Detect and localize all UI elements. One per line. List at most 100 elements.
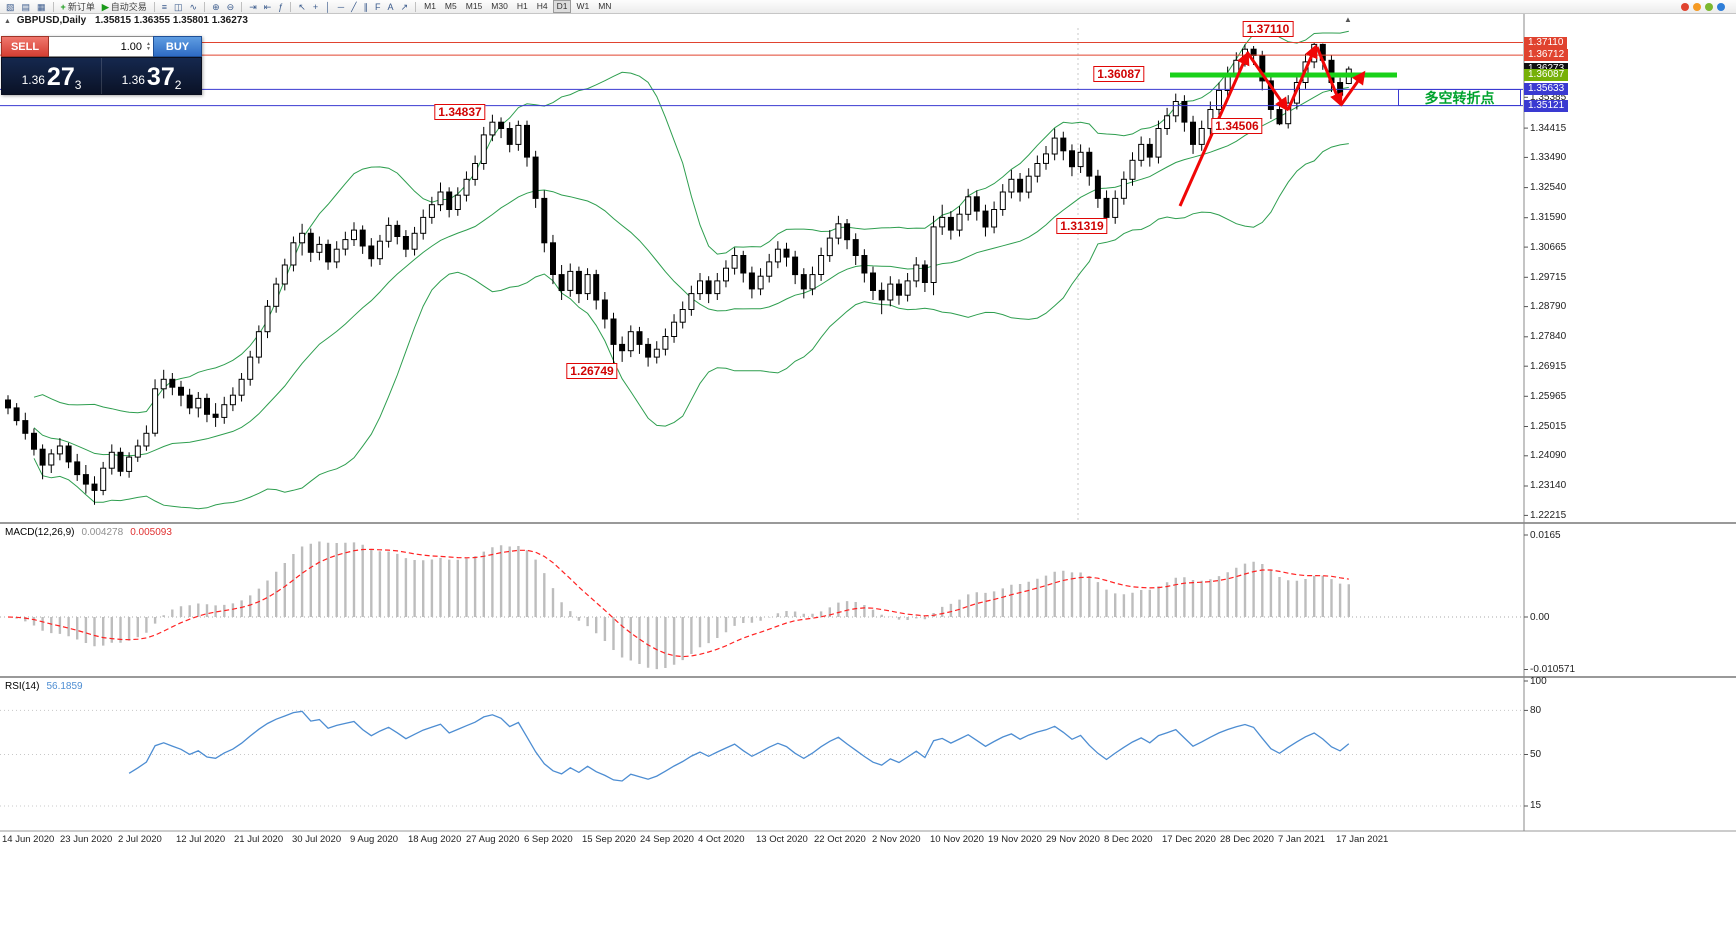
fibonacci-icon: F (375, 1, 381, 12)
chart-shift-button[interactable]: ⇤ (261, 1, 275, 13)
turning-point-annotation: 多空转折点 (1398, 89, 1521, 106)
cursor-button[interactable]: ↖ (295, 1, 309, 13)
trendline-icon: ╱ (351, 1, 357, 12)
line-chart-button[interactable]: ∿ (187, 1, 201, 13)
profiles-button[interactable]: ▤ (19, 1, 34, 13)
new-chart-button[interactable]: ▧ (3, 1, 18, 13)
sell-label: SELL (10, 40, 40, 53)
fibonacci-button[interactable]: F (372, 1, 384, 13)
candlestick-chart-icon: ◫ (174, 1, 183, 12)
toolbar-separator (290, 1, 292, 12)
autotrading-label: 自动交易 (110, 2, 147, 12)
ask-pipette: 2 (174, 78, 182, 92)
timeframe-m15-button[interactable]: M15 (465, 1, 483, 11)
ohlc-quote: 1.35815 1.36355 1.35801 1.36273 (94, 15, 248, 26)
autotrading-button[interactable]: ▶ 自动交易 (99, 1, 150, 13)
scroll-end-marker[interactable]: ▲ (1344, 15, 1352, 24)
profiles-icon: ▤ (21, 1, 31, 12)
macd-main-value: 0.004278 (81, 527, 124, 538)
status-dot-orange (1693, 2, 1701, 11)
turning-point-text: 多空转折点 (1424, 89, 1495, 106)
crosshair-icon: + (312, 1, 319, 12)
toolbar: ▧ ▤ ▦ + 新订单 ▶ 自动交易 ≡ ◫ ∿ ⊕ ⊖ ⇥ ⇤ ƒ ↖ + │ ─ ╱ ∥ F A ↗ M1 M5 M15 M30 H… (0, 0, 1736, 14)
timeframe-d1-button[interactable]: D1 (552, 0, 572, 13)
ask-prefix: 1.36 (121, 73, 145, 87)
equidistant-channel-button[interactable]: ∥ (361, 1, 372, 13)
bar-chart-button[interactable]: ≡ (159, 1, 170, 13)
timeframe-mn-button[interactable]: MN (598, 1, 612, 11)
toolbar-separator (52, 1, 54, 12)
window-tile-button[interactable]: ▦ (34, 1, 49, 13)
crosshair-button[interactable]: + (310, 1, 321, 13)
indicators-button[interactable]: ƒ (275, 1, 286, 13)
rsi-value: 56.1859 (46, 681, 83, 692)
candlestick-chart-button[interactable]: ◫ (171, 1, 186, 13)
bar-chart-icon: ≡ (161, 1, 168, 12)
horizontal-line-icon: ─ (337, 1, 345, 12)
toolbar-separator (415, 1, 417, 12)
rsi-indicator-label: RSI(14) 56.1859 (5, 681, 83, 692)
macd-signal-value: 0.005093 (130, 527, 172, 538)
status-dot-green (1705, 2, 1713, 11)
volume-spinner[interactable]: ▲ ▼ (146, 40, 151, 52)
auto-scroll-icon: ⇥ (249, 1, 257, 12)
new-order-button[interactable]: + 新订单 (58, 1, 98, 13)
timeframe-m30-button[interactable]: M30 (491, 1, 508, 11)
bid-pipette: 3 (74, 78, 82, 92)
autotrading-icon: ▶ (101, 1, 109, 12)
volume-input[interactable]: 1.00 ▲ ▼ (49, 36, 153, 57)
ask-big-digits: 37 (146, 63, 175, 91)
text-icon: A (387, 1, 394, 12)
zoom-out-button[interactable]: ⊖ (224, 1, 238, 13)
bid-big-digits: 27 (46, 63, 75, 91)
buy-label: BUY (165, 40, 190, 53)
one-click-trading-panel: SELL 1.00 ▲ ▼ BUY 1.36 27 3 1.36 37 2 (1, 36, 202, 95)
bid-ask-display: 1.36 27 3 1.36 37 2 (1, 57, 202, 95)
order-row: SELL 1.00 ▲ ▼ BUY (1, 36, 202, 57)
toolbar-separator (241, 1, 243, 12)
rsi-name: RSI(14) (5, 681, 40, 692)
new-order-label: 新订单 (67, 2, 95, 12)
macd-name: MACD(12,26,9) (5, 527, 75, 538)
horizontal-line-button[interactable]: ─ (335, 1, 347, 13)
timeframe-w1-button[interactable]: W1 (576, 1, 590, 11)
timeframe-m5-button[interactable]: M5 (444, 1, 457, 11)
timeframe-h1-button[interactable]: H1 (516, 1, 528, 11)
bid-prefix: 1.36 (21, 73, 45, 87)
macd-indicator-label: MACD(12,26,9) 0.004278 0.005093 (5, 527, 172, 538)
arrow-tool-icon: ↗ (400, 1, 409, 12)
cursor-icon: ↖ (298, 1, 306, 12)
line-chart-icon: ∿ (189, 1, 198, 12)
vertical-line-button[interactable]: │ (322, 1, 334, 13)
indicators-icon: ƒ (278, 1, 284, 12)
bid-price: 1.36 27 3 (2, 58, 102, 94)
new-chart-icon: ▧ (6, 1, 15, 12)
sell-button[interactable]: SELL (1, 36, 49, 57)
status-dot-blue (1717, 2, 1725, 11)
chart-title: ▲ GBPUSD,Daily 1.35815 1.36355 1.35801 1… (4, 15, 248, 26)
new-order-icon: + (60, 1, 66, 12)
toolbar-separator (204, 1, 206, 12)
window-tile-icon: ▦ (37, 1, 46, 12)
auto-scroll-button[interactable]: ⇥ (246, 1, 260, 13)
timeframe-h4-button[interactable]: H4 (536, 1, 548, 11)
one-click-collapse-icon[interactable]: ▲ (4, 18, 11, 25)
chart-shift-icon: ⇤ (263, 1, 272, 12)
symbol-period-label: GBPUSD,Daily (16, 15, 87, 26)
zoom-in-icon: ⊕ (212, 1, 220, 12)
text-button[interactable]: A (385, 1, 397, 13)
trendline-button[interactable]: ╱ (348, 1, 359, 13)
spin-up-icon[interactable]: ▲ (146, 40, 151, 47)
zoom-in-button[interactable]: ⊕ (209, 1, 223, 13)
arrow-tool-button[interactable]: ↗ (398, 1, 412, 13)
zoom-out-icon: ⊖ (226, 1, 235, 12)
status-dot-red (1681, 2, 1689, 11)
buy-button[interactable]: BUY (153, 36, 202, 57)
vertical-line-icon: │ (325, 1, 331, 12)
equidistant-channel-icon: ∥ (363, 1, 369, 12)
toolbar-separator (153, 1, 155, 12)
timeframe-m1-button[interactable]: M1 (424, 1, 436, 11)
spin-down-icon[interactable]: ▼ (146, 45, 151, 52)
